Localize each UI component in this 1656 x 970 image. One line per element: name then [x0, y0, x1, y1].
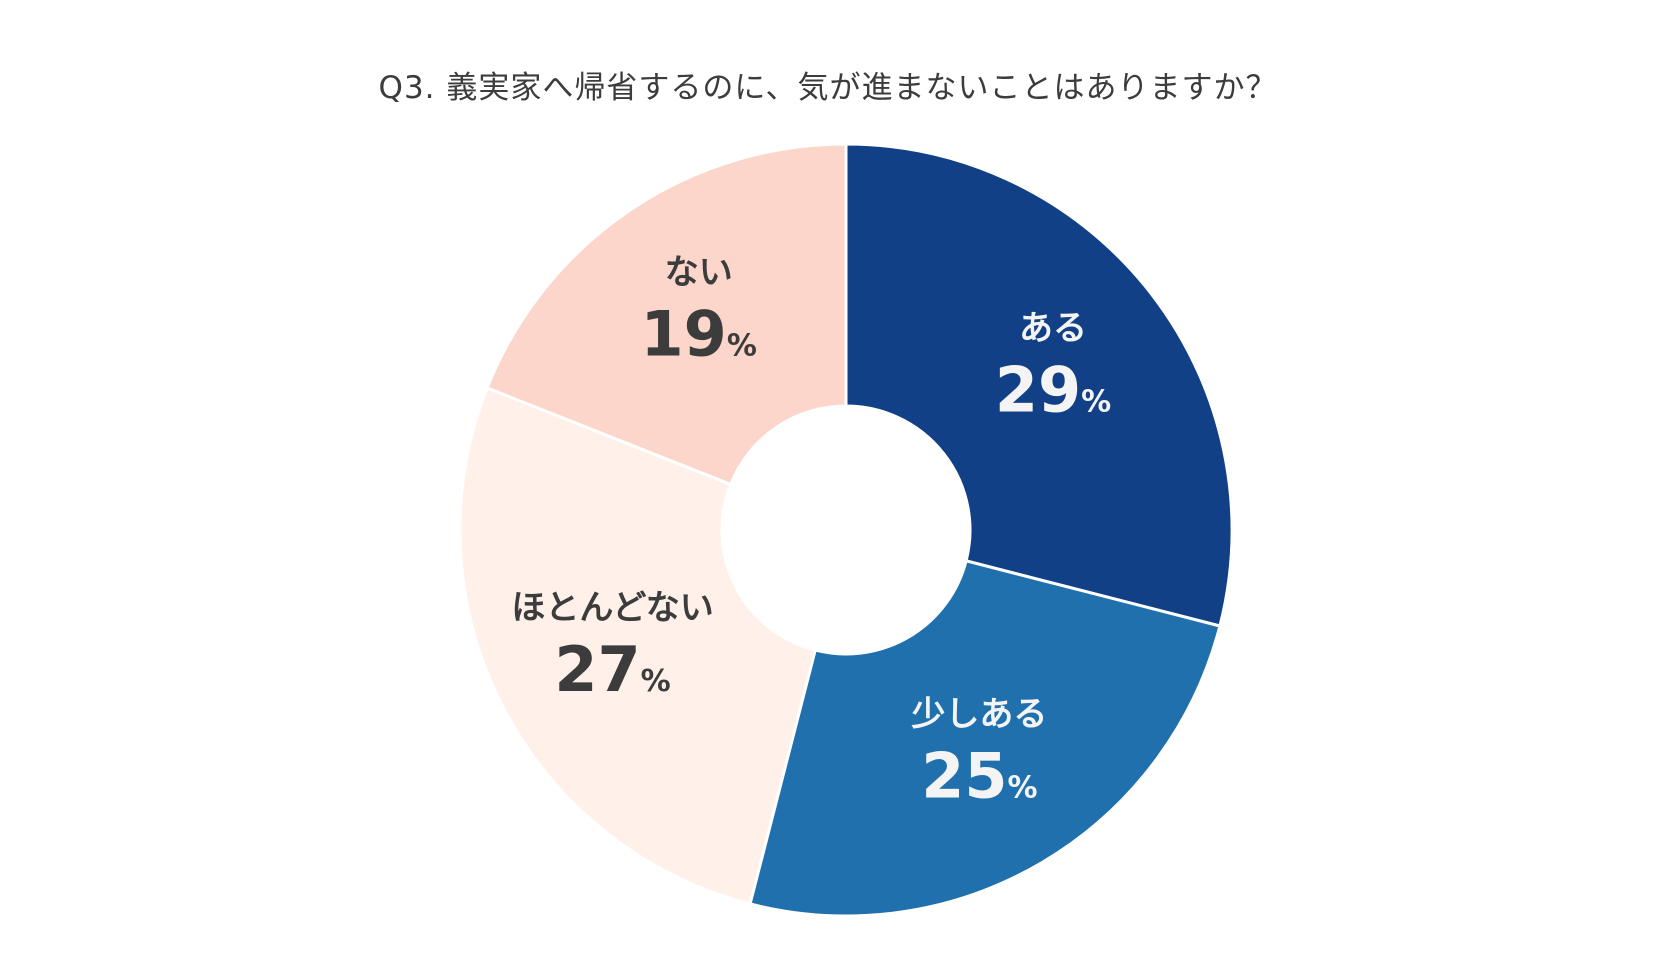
slice-label: ほとんどない	[511, 588, 713, 628]
slice-value-label: 19%	[641, 297, 757, 370]
slice-value-label: 27%	[554, 633, 670, 706]
slice-value-label: 25%	[921, 740, 1037, 813]
slice-label: 少しある	[911, 695, 1047, 735]
slice-value-label: 29%	[995, 353, 1111, 426]
donut-slice-3	[485, 142, 848, 487]
slice-label: ある	[1019, 308, 1087, 348]
slice-label: ない	[665, 252, 733, 292]
donut-slice-1	[748, 559, 1222, 918]
donut-slice-0	[844, 142, 1234, 628]
chart-title: Q3. 義実家へ帰省するのに、気が進まないことはありますか？	[378, 70, 1278, 106]
donut-slice-2	[458, 385, 817, 906]
